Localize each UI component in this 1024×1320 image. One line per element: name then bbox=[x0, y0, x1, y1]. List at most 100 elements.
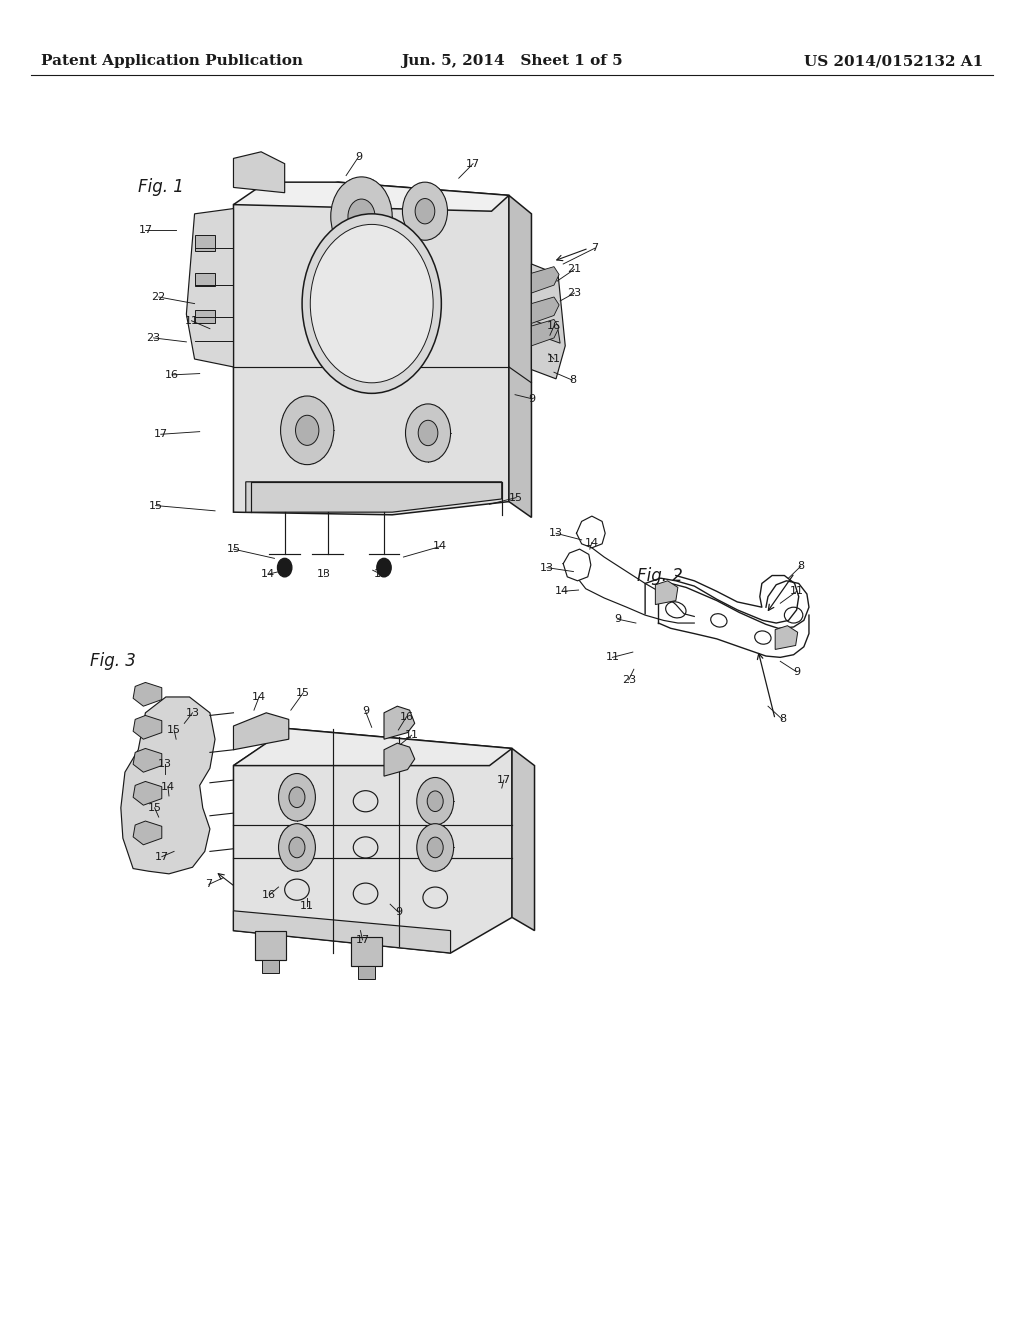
Text: 11: 11 bbox=[790, 586, 804, 597]
Text: 13: 13 bbox=[374, 569, 388, 579]
Polygon shape bbox=[512, 748, 535, 931]
Circle shape bbox=[279, 824, 315, 871]
Text: 23: 23 bbox=[146, 333, 161, 343]
Polygon shape bbox=[255, 931, 286, 960]
Text: 9: 9 bbox=[614, 614, 621, 624]
Circle shape bbox=[278, 558, 292, 577]
Text: 16: 16 bbox=[399, 711, 414, 722]
Text: 15: 15 bbox=[167, 725, 181, 735]
Text: 11: 11 bbox=[605, 652, 620, 663]
Text: Patent Application Publication: Patent Application Publication bbox=[41, 54, 303, 69]
Circle shape bbox=[406, 404, 451, 462]
Polygon shape bbox=[262, 960, 279, 973]
Text: Jun. 5, 2014   Sheet 1 of 5: Jun. 5, 2014 Sheet 1 of 5 bbox=[401, 54, 623, 69]
Text: Fig. 3: Fig. 3 bbox=[90, 652, 136, 671]
Circle shape bbox=[310, 224, 433, 383]
Polygon shape bbox=[133, 781, 162, 805]
Polygon shape bbox=[655, 581, 678, 605]
Text: 9: 9 bbox=[395, 907, 401, 917]
Polygon shape bbox=[133, 682, 162, 706]
Text: 16: 16 bbox=[165, 370, 179, 380]
Circle shape bbox=[289, 837, 305, 858]
Text: 16: 16 bbox=[262, 890, 276, 900]
Polygon shape bbox=[233, 152, 285, 193]
Circle shape bbox=[417, 777, 454, 825]
Polygon shape bbox=[351, 937, 382, 966]
Text: Fig. 2: Fig. 2 bbox=[637, 566, 683, 585]
Circle shape bbox=[331, 177, 392, 256]
Circle shape bbox=[415, 198, 435, 224]
Text: 8: 8 bbox=[569, 375, 575, 385]
Text: 11: 11 bbox=[184, 315, 199, 326]
Polygon shape bbox=[384, 706, 415, 739]
Text: 13: 13 bbox=[549, 528, 563, 539]
Text: 14: 14 bbox=[161, 781, 175, 792]
Polygon shape bbox=[531, 319, 560, 343]
Polygon shape bbox=[195, 273, 215, 286]
Text: 15: 15 bbox=[148, 500, 163, 511]
Text: US 2014/0152132 A1: US 2014/0152132 A1 bbox=[804, 54, 983, 69]
Circle shape bbox=[279, 774, 315, 821]
Circle shape bbox=[427, 791, 443, 812]
Text: 16: 16 bbox=[547, 321, 561, 331]
Polygon shape bbox=[195, 235, 215, 251]
Polygon shape bbox=[133, 748, 162, 772]
Polygon shape bbox=[233, 729, 512, 953]
Text: 15: 15 bbox=[147, 803, 162, 813]
Polygon shape bbox=[195, 310, 215, 323]
Text: 8: 8 bbox=[779, 714, 785, 725]
Polygon shape bbox=[233, 911, 451, 953]
Text: 14: 14 bbox=[261, 569, 275, 579]
Text: 15: 15 bbox=[296, 688, 310, 698]
Polygon shape bbox=[531, 264, 565, 379]
Circle shape bbox=[418, 420, 438, 446]
Text: 15: 15 bbox=[226, 544, 241, 554]
Text: 14: 14 bbox=[555, 586, 569, 597]
Polygon shape bbox=[246, 482, 502, 512]
Text: 13: 13 bbox=[316, 569, 331, 579]
Polygon shape bbox=[531, 267, 559, 293]
Polygon shape bbox=[358, 966, 375, 979]
Text: 14: 14 bbox=[433, 541, 447, 552]
Text: 11: 11 bbox=[404, 730, 419, 741]
Text: 14: 14 bbox=[585, 537, 599, 548]
Circle shape bbox=[402, 182, 447, 240]
Text: 9: 9 bbox=[528, 393, 535, 404]
Polygon shape bbox=[531, 319, 559, 346]
Circle shape bbox=[281, 396, 334, 465]
Text: 13: 13 bbox=[185, 708, 200, 718]
Polygon shape bbox=[384, 743, 415, 776]
Text: 17: 17 bbox=[466, 158, 480, 169]
Text: 7: 7 bbox=[592, 243, 598, 253]
Polygon shape bbox=[233, 182, 509, 211]
Polygon shape bbox=[121, 697, 215, 874]
Circle shape bbox=[302, 214, 441, 393]
Text: 17: 17 bbox=[497, 775, 511, 785]
Circle shape bbox=[348, 199, 375, 234]
Text: 7: 7 bbox=[206, 879, 212, 890]
Polygon shape bbox=[186, 209, 233, 367]
Text: 23: 23 bbox=[622, 675, 636, 685]
Text: 17: 17 bbox=[138, 224, 153, 235]
Text: 13: 13 bbox=[540, 562, 554, 573]
Circle shape bbox=[427, 837, 443, 858]
Text: 15: 15 bbox=[509, 492, 523, 503]
Polygon shape bbox=[233, 182, 509, 515]
Text: 13: 13 bbox=[158, 759, 172, 770]
Circle shape bbox=[417, 824, 454, 871]
Text: 11: 11 bbox=[547, 354, 561, 364]
Polygon shape bbox=[233, 713, 289, 750]
Text: 17: 17 bbox=[155, 851, 169, 862]
Text: 21: 21 bbox=[567, 264, 582, 275]
Polygon shape bbox=[775, 626, 798, 649]
Polygon shape bbox=[531, 297, 559, 323]
Polygon shape bbox=[133, 715, 162, 739]
Polygon shape bbox=[133, 821, 162, 845]
Text: 14: 14 bbox=[252, 692, 266, 702]
Polygon shape bbox=[233, 729, 512, 766]
Text: 9: 9 bbox=[355, 152, 361, 162]
Circle shape bbox=[377, 558, 391, 577]
Circle shape bbox=[289, 787, 305, 808]
Text: 11: 11 bbox=[300, 900, 314, 911]
Text: 9: 9 bbox=[362, 706, 369, 717]
